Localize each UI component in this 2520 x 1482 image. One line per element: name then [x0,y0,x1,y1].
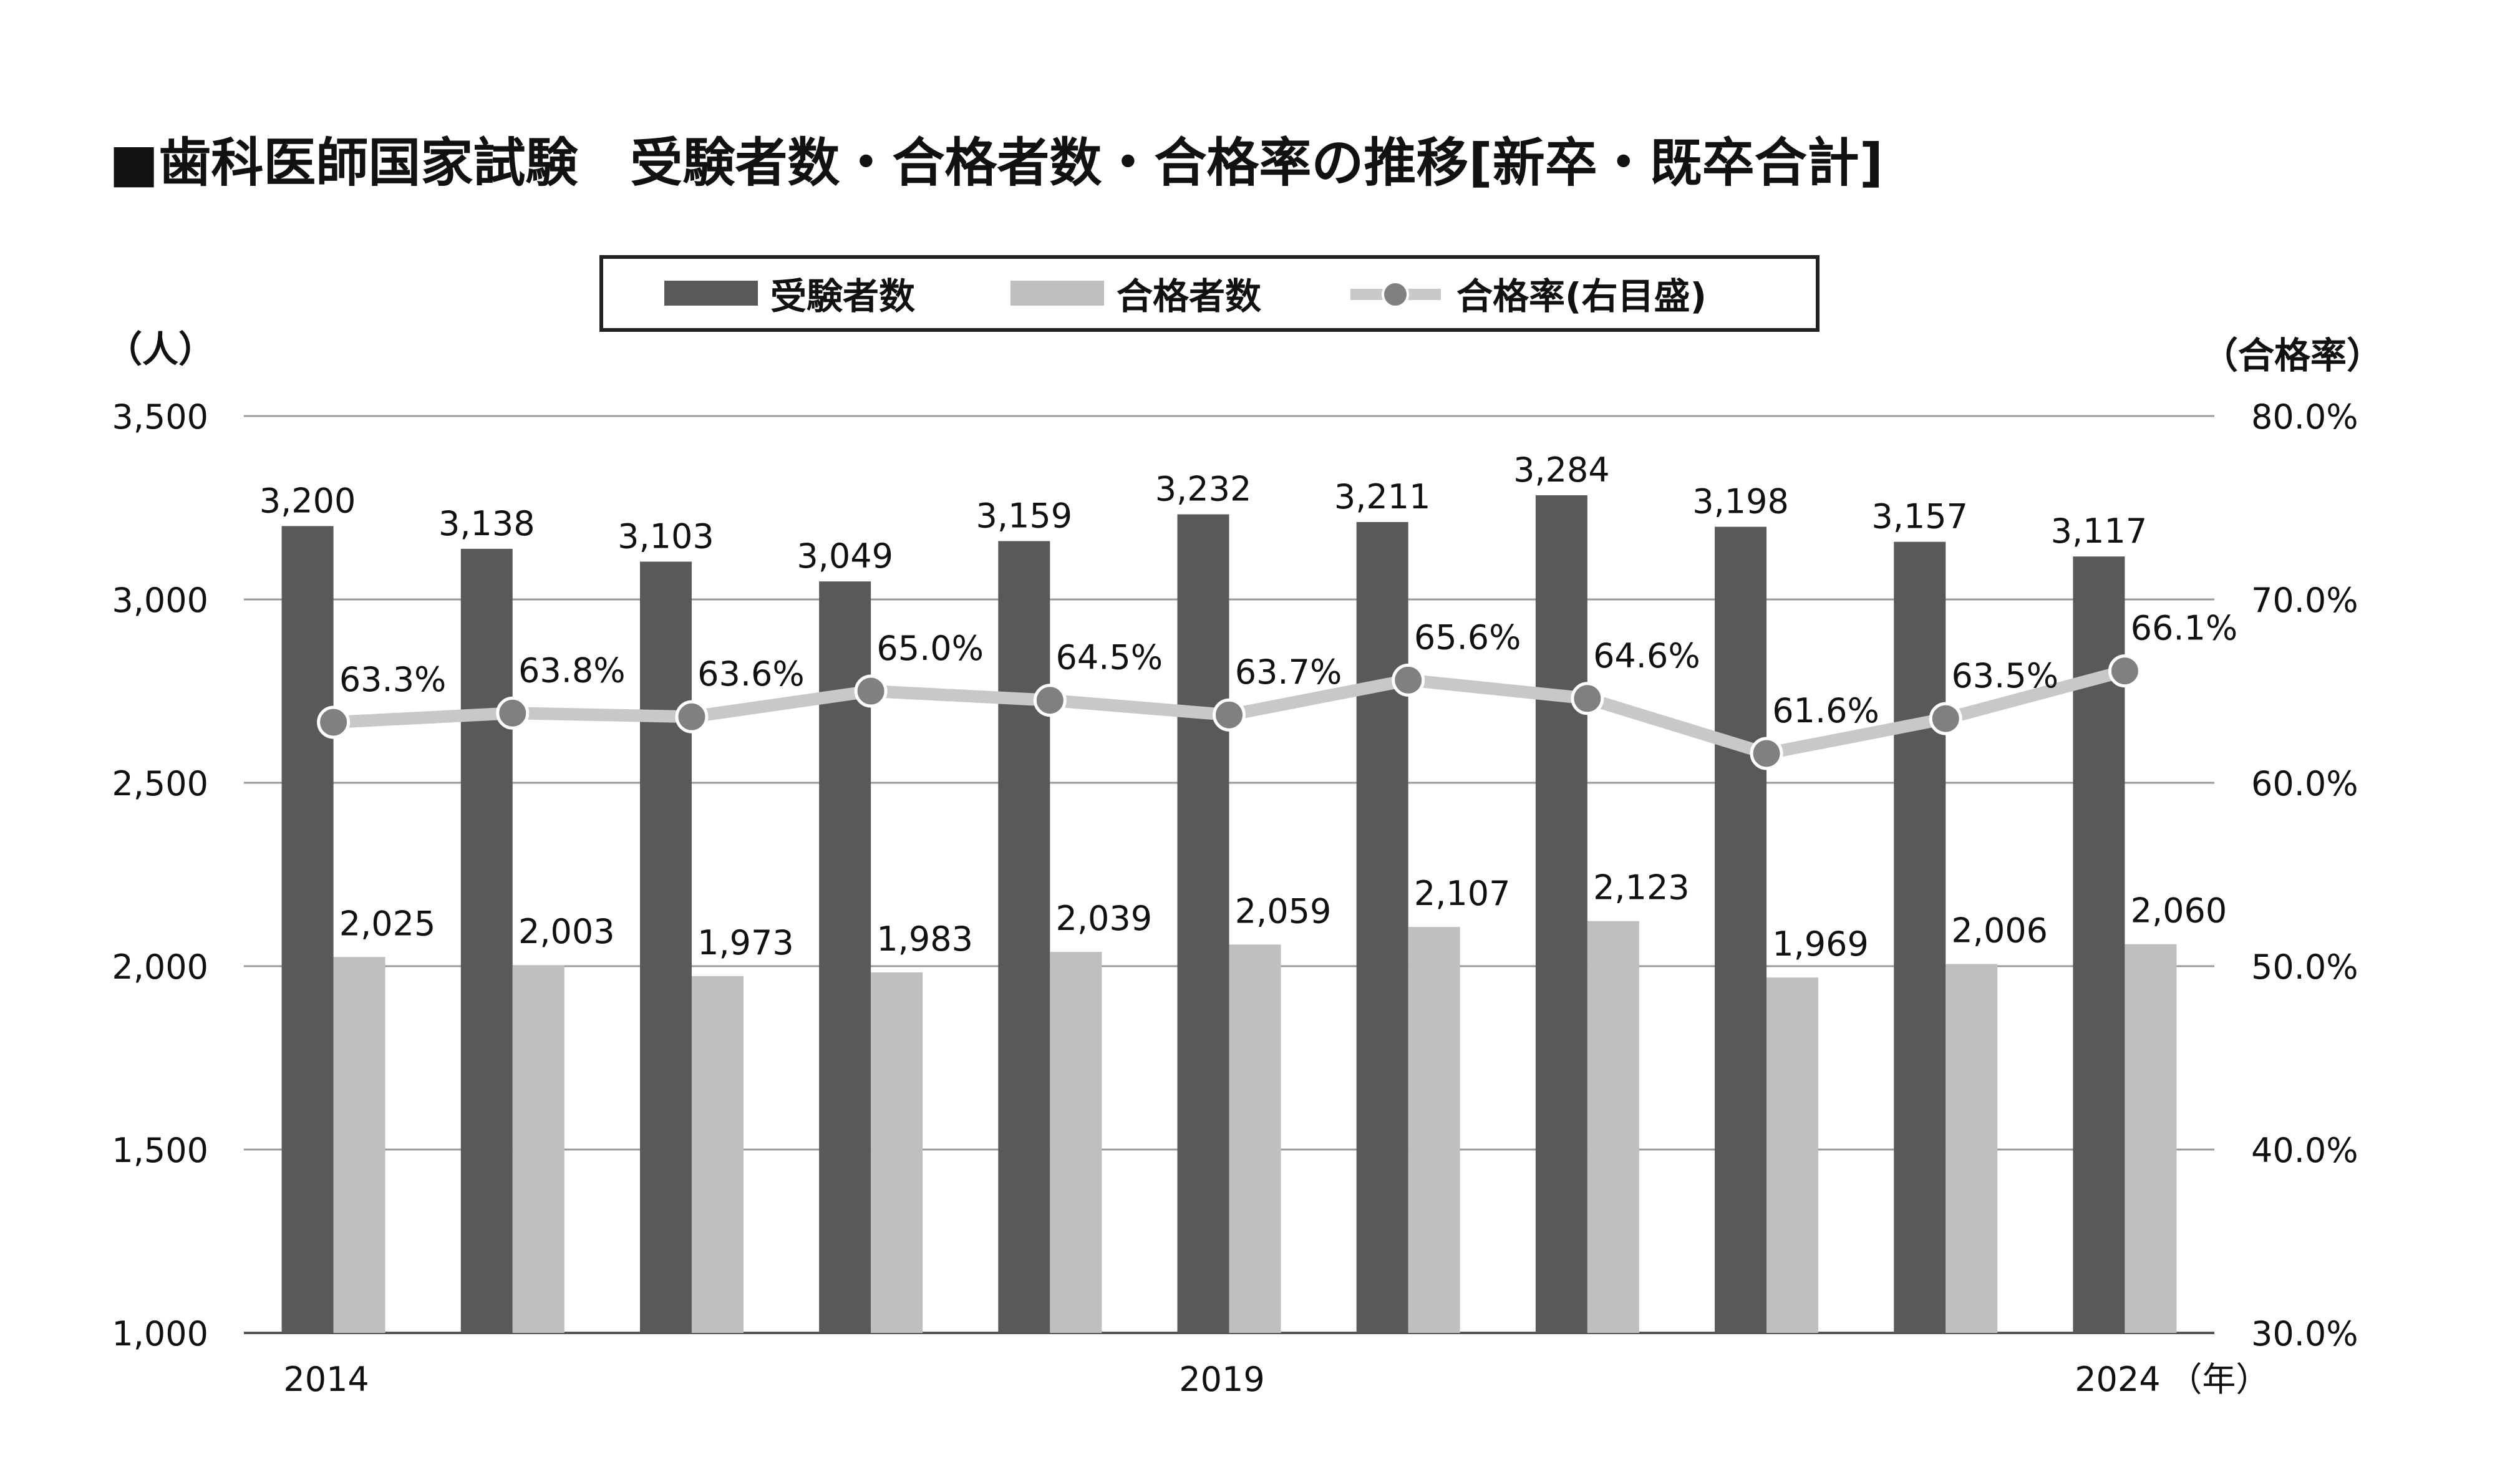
rate-marker [675,700,709,734]
left-tick-label: 3,000 [112,581,208,620]
bar-examinees [1177,514,1229,1333]
examinees-value-label: 3,159 [976,496,1073,536]
data-labels: 3,200 2,025 63.3% 3,138 2,003 63.8% 3,103 1,973… [259,450,2237,964]
bar-passers [871,972,923,1333]
bars [281,495,2177,1334]
rate-marker [1033,684,1067,717]
x-unit-label: （年） [2168,1360,2269,1399]
legend-label-rate: 合格率(右目盛) [1456,275,1707,317]
passers-value-label: 2,039 [1056,899,1153,938]
left-tick-label: 2,000 [112,947,208,987]
passers-value-label: 2,006 [1951,911,2048,950]
rate-value-label: 65.0% [876,629,984,668]
rate-value-label: 63.5% [1951,656,2058,695]
bar-examinees [1894,541,1946,1333]
rate-value-label: 64.6% [1593,636,1700,676]
rate-value-label: 63.3% [339,660,447,699]
bar-examinees [281,526,334,1333]
x-axis: 2014 2019 2024 （年） [283,1360,2269,1399]
bar-passers [1587,921,1639,1333]
x-tick-label: 2014 [283,1360,369,1399]
bar-examinees [1715,526,1767,1334]
bar-examinees [1356,521,1408,1333]
rate-value-label: 61.6% [1772,691,1879,730]
examinees-value-label: 3,117 [2051,511,2148,551]
passers-value-label: 2,123 [1593,868,1690,908]
left-tick-label: 2,500 [112,764,208,803]
examinees-value-label: 3,232 [1155,470,1252,509]
legend: 受験者数 合格者数 合格率(右目盛) [599,255,1820,332]
legend-marker-rate [1382,281,1409,308]
bar-passers [1229,944,1281,1333]
right-axis: 30.0% 40.0% 50.0% 60.0% 70.0% 80.0% [2251,397,2358,1354]
examinees-value-label: 3,138 [439,504,535,543]
rate-marker [2108,654,2141,688]
rate-marker [854,674,888,708]
legend-swatch-examinees [664,281,758,306]
passers-value-label: 1,969 [1772,924,1869,964]
x-tick-label: 2019 [1179,1360,1264,1399]
examinees-value-label: 3,200 [259,481,356,520]
legend-box [599,255,1820,332]
bar-passers [1766,977,1819,1333]
rate-marker [1750,737,1783,770]
rate-marker [1571,682,1604,715]
left-axis: 1,000 1,500 2,000 2,500 3,000 3,500 [112,397,208,1354]
rate-value-label: 63.7% [1235,652,1342,692]
examinees-value-label: 3,284 [1513,450,1610,490]
left-tick-label: 3,500 [112,397,208,437]
bar-examinees [998,541,1050,1333]
passers-value-label: 2,107 [1414,874,1511,913]
examinees-value-label: 3,157 [1871,497,1968,536]
right-tick-label: 40.0% [2251,1131,2358,1170]
passers-value-label: 2,003 [518,912,615,951]
right-tick-label: 70.0% [2251,581,2358,620]
left-tick-label: 1,500 [112,1131,208,1170]
bar-passers [2125,944,2177,1333]
bar-passers [1408,927,1460,1333]
rate-value-label: 63.8% [518,651,626,690]
passers-value-label: 1,973 [697,923,794,962]
bar-passers [1946,964,1998,1333]
bar-examinees [460,548,513,1334]
bar-passers [691,976,744,1333]
legend-swatch-passers [1010,281,1104,306]
rate-marker [1929,702,1962,735]
bar-passers [512,965,565,1333]
passers-value-label: 2,059 [1235,891,1332,931]
right-axis-label: （合格率） [2202,334,2383,377]
chart-title: ■歯科医師国家試験 受験者数・合格者数・合格率の推移[新卒・既卒合計] [109,132,1883,193]
bar-passers [1050,952,1102,1333]
passers-value-label: 1,983 [876,919,973,959]
left-axis-label: （人） [106,328,215,370]
rate-marker [1392,663,1425,697]
rate-value-label: 65.6% [1414,618,1521,657]
examinees-value-label: 3,049 [797,536,893,576]
bar-passers [333,957,385,1333]
legend-label-passers: 合格者数 [1117,275,1261,317]
rate-marker [1213,698,1246,732]
rate-value-label: 64.5% [1056,638,1163,677]
rate-marker [496,696,530,730]
left-tick-label: 1,000 [112,1314,208,1354]
bar-examinees [639,561,692,1333]
x-tick-label: 2024 [2075,1360,2160,1399]
rate-value-label: 66.1% [2131,609,2238,648]
legend-label-examinees: 受験者数 [770,275,915,317]
right-tick-label: 80.0% [2251,397,2358,437]
right-tick-label: 30.0% [2251,1314,2358,1354]
rate-value-label: 63.6% [697,654,805,694]
right-tick-label: 60.0% [2251,764,2358,803]
rate-marker [317,705,351,739]
bar-examinees [819,581,871,1333]
passers-value-label: 2,025 [339,904,436,943]
bar-examinees [1535,495,1587,1333]
examinees-value-label: 3,198 [1692,482,1789,521]
passers-value-label: 2,060 [2131,891,2227,931]
rate-line [317,654,2141,770]
examinees-value-label: 3,211 [1334,477,1431,516]
right-tick-label: 50.0% [2251,947,2358,987]
examinees-value-label: 3,103 [618,516,714,556]
